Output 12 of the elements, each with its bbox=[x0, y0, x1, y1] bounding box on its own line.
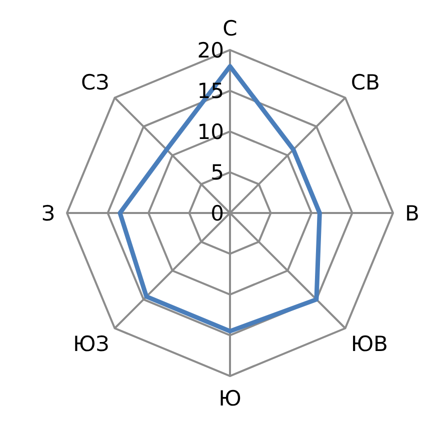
spoke-label: СВ bbox=[350, 70, 380, 95]
spoke-label: З bbox=[42, 201, 55, 226]
spoke-label: ЮВ bbox=[350, 332, 388, 356]
spoke-label: В bbox=[405, 201, 420, 226]
spoke-label: ЮЗ bbox=[73, 332, 110, 356]
spoke-label: С bbox=[222, 16, 238, 40]
y-tick-label: 10 bbox=[197, 120, 224, 144]
spoke-label: СЗ bbox=[81, 70, 110, 95]
y-tick-label: 0 bbox=[210, 201, 224, 226]
y-tick-label: 5 bbox=[210, 160, 224, 185]
spoke-label: Ю bbox=[218, 386, 242, 410]
y-tick-label: 20 bbox=[197, 38, 224, 62]
